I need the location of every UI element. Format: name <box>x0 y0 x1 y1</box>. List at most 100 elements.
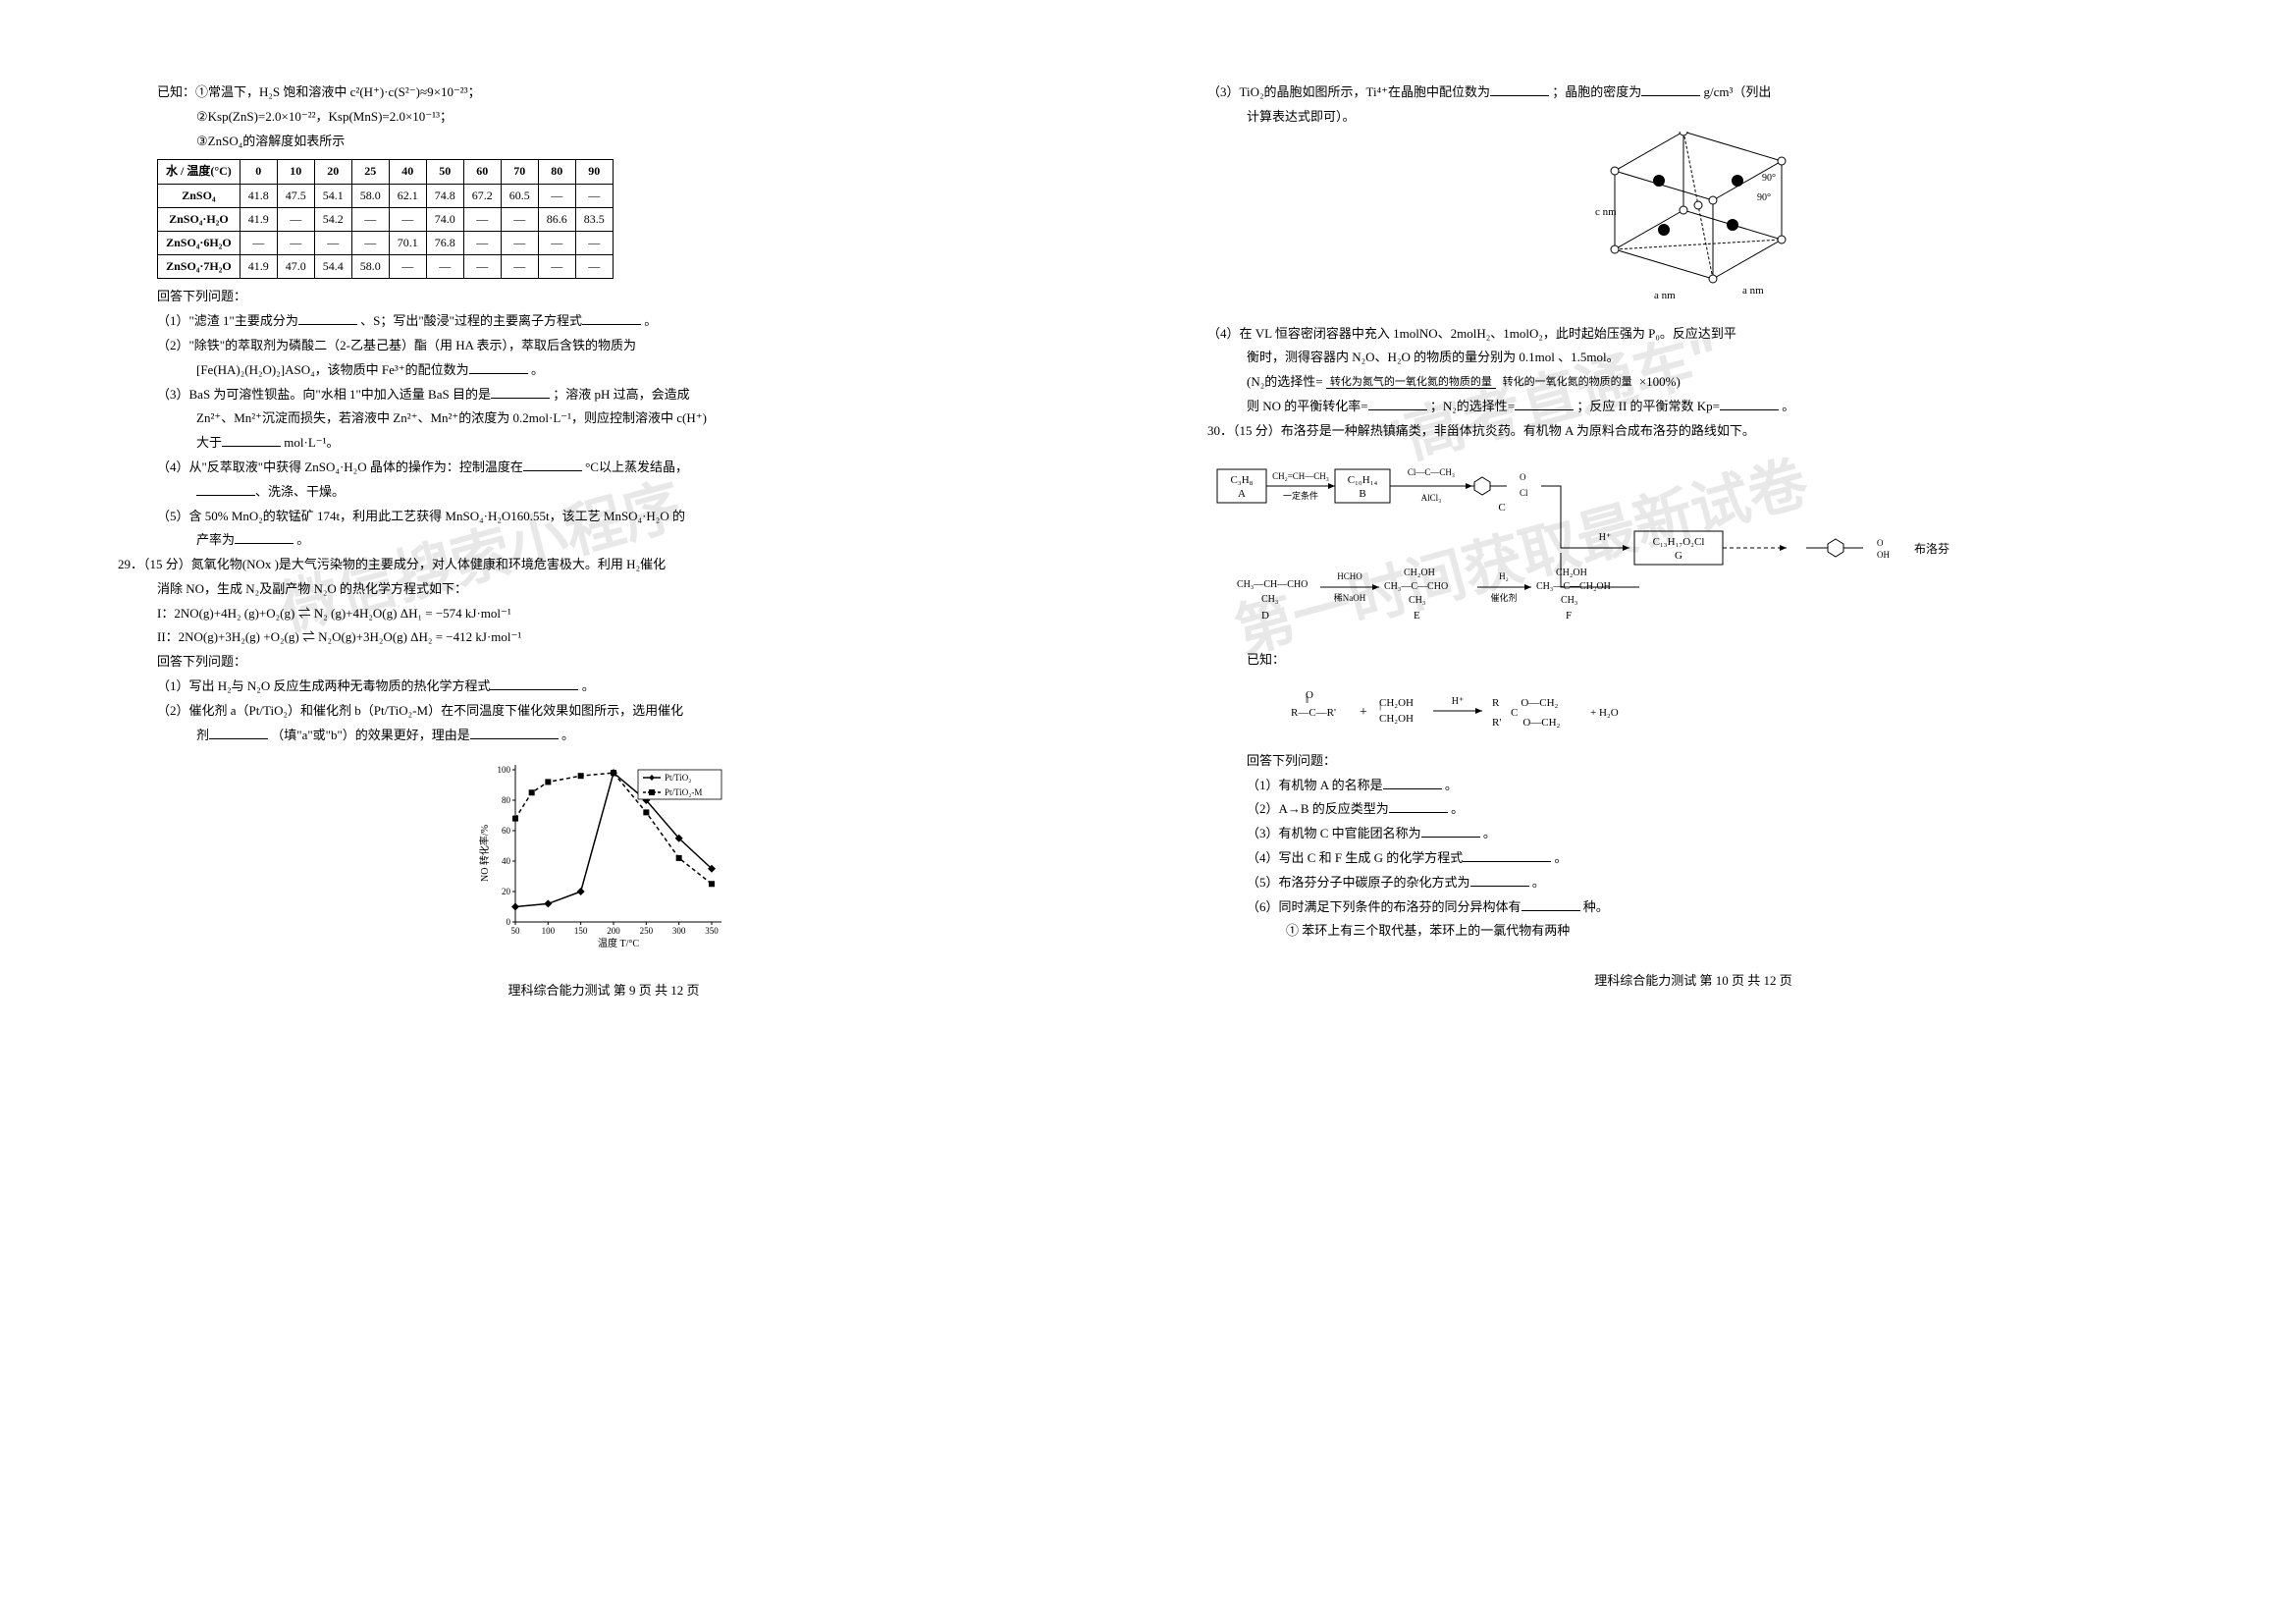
q4-line: 则 NO 的平衡转化率= ；N₂的选择性= ；反应 II 的平衡常数 Kp= 。 <box>1207 397 2179 417</box>
r5-text: （5）布洛芬分子中碳原子的杂化方式为 <box>1247 875 1470 890</box>
svg-text:CH₃: CH₃ <box>1261 594 1278 605</box>
r1: （1）有机物 A 的名称是 。 <box>1207 776 2179 796</box>
q3c: 大于 mol·L⁻¹。 <box>118 433 1090 454</box>
no-conversion-chart: 50100150200250300350 020406080100 NO 转化率… <box>476 755 731 951</box>
q2b-text: [Fe(HA)₂(H₂O)₂]ASO₄，该物质中 Fe³⁺的配位数为 <box>196 362 469 377</box>
r6: （6）同时满足下列条件的布洛芬的同分异构体有 种。 <box>1207 897 2179 918</box>
q3c-end: mol·L⁻¹。 <box>284 435 339 450</box>
svg-text:E: E <box>1414 610 1420 622</box>
q1-text: （1）"滤渣 1"主要成分为 <box>157 313 298 328</box>
q4-formula-end: ×100%) <box>1639 374 1681 389</box>
r5-end: 。 <box>1532 875 1545 890</box>
q4b: 、洗涤、干燥。 <box>118 482 1090 503</box>
q4a-text: （4）从"反萃取液"中获得 ZnSO₄·H₂O 晶体的操作为：控制温度在 <box>157 460 523 474</box>
svg-text:C₁₃H₁₇O₂Cl: C₁₃H₁₇O₂Cl <box>1653 536 1705 548</box>
q4-line-mid: ；N₂的选择性= <box>1430 399 1515 413</box>
svg-text:Pt/TiO₂-M: Pt/TiO₂-M <box>665 787 702 797</box>
svg-text:Cl: Cl <box>1520 488 1528 498</box>
r6-sub: ① 苯环上有三个取代基，苯环上的一氯代物有两种 <box>1207 921 2179 942</box>
q2b: [Fe(HA)₂(H₂O)₂]ASO₄，该物质中 Fe³⁺的配位数为 。 <box>118 360 1090 381</box>
r1-text: （1）有机物 A 的名称是 <box>1247 778 1383 792</box>
svg-text:CH₂OH: CH₂OH <box>1379 713 1414 725</box>
r3: （3）有机物 C 中官能团名称为 。 <box>1207 824 2179 844</box>
svg-text:G: G <box>1675 550 1682 562</box>
q2a: （2）"除铁"的萃取剂为磷酸二（2-乙基己基）酯（用 HA 表示），萃取后含铁的… <box>118 336 1090 356</box>
q3-line2: 计算表达式即可）。 <box>1207 107 2179 128</box>
svg-text:50: 50 <box>511 926 521 936</box>
svg-text:100: 100 <box>498 765 511 775</box>
svg-text:O: O <box>1520 472 1526 482</box>
q3-tio2: （3）TiO₂的晶胞如图所示，Ti⁴⁺在晶胞中配位数为 ；晶胞的密度为 g/cm… <box>1207 82 2179 103</box>
r5: （5）布洛芬分子中碳原子的杂化方式为 。 <box>1207 873 2179 893</box>
svg-text:R—C—R': R—C—R' <box>1291 707 1336 719</box>
svg-text:a nm: a nm <box>1654 290 1676 301</box>
svg-text:稀NaOH: 稀NaOH <box>1334 592 1366 603</box>
solubility-table: 水 / 温度(°C)0102025405060708090 ZnSO₄41.84… <box>157 159 614 279</box>
svg-text:CH₂=CH—CH₃: CH₂=CH—CH₃ <box>1272 471 1329 481</box>
q29-1: （1）写出 H₂与 N₂O 反应生成两种无毒物质的热化学方程式 。 <box>118 677 1090 697</box>
svg-text:A: A <box>1238 488 1246 500</box>
svg-text:NO 转化率/%: NO 转化率/% <box>478 825 491 882</box>
svg-text:0: 0 <box>507 917 511 927</box>
q29-2b-end: 。 <box>561 728 574 742</box>
svg-text:40: 40 <box>502 856 511 866</box>
svg-text:CH₂OH: CH₂OH <box>1384 568 1435 578</box>
page-9: 已知：①常温下，H₂S 饱和溶液中 c²(H⁺)·c(S²⁻)≈9×10⁻²³；… <box>79 59 1129 1025</box>
svg-text:C₃H₈: C₃H₈ <box>1231 474 1254 486</box>
answer-header: 回答下列问题： <box>118 287 1090 307</box>
svg-text:350: 350 <box>705 926 719 936</box>
q4-line-a: 则 NO 的平衡转化率= <box>1247 399 1368 413</box>
q29-2b-mid: （填"a"或"b"）的效果更好，理由是 <box>271 728 470 742</box>
svg-text:H⁺: H⁺ <box>1599 532 1612 543</box>
svg-text:OH: OH <box>1877 550 1890 560</box>
svg-text:CH₃—C—CHO: CH₃—C—CHO <box>1384 581 1448 592</box>
q4-formula-intro: (N₂的选择性= <box>1247 374 1323 389</box>
r2: （2）A→B 的反应类型为 。 <box>1207 799 2179 820</box>
q4a: （4）从"反萃取液"中获得 ZnSO₄·H₂O 晶体的操作为：控制温度在 °C以… <box>118 458 1090 478</box>
q3a: （3）BaS 为可溶性钡盐。向"水相 1"中加入适量 BaS 目的是 ；溶液 p… <box>118 385 1090 406</box>
svg-text:60: 60 <box>502 826 511 836</box>
svg-text:Cl—C—CH₃: Cl—C—CH₃ <box>1408 467 1455 477</box>
q29-eq1: I：2NO(g)+4H₂ (g)+O₂(g) ⇌ N₂ (g)+4H₂O(g) … <box>118 604 1090 624</box>
svg-text:200: 200 <box>607 926 620 936</box>
svg-text:20: 20 <box>502 887 511 896</box>
r6-end: 种。 <box>1583 899 1609 914</box>
footer-left: 理科综合能力测试 第 9 页 共 12 页 <box>118 981 1090 1001</box>
known-label: 已知： <box>1207 650 2179 671</box>
svg-text:Pt/TiO₂: Pt/TiO₂ <box>665 773 691 783</box>
svg-text:80: 80 <box>502 795 511 805</box>
r2-end: 。 <box>1451 801 1464 816</box>
q5b: 产率为 。 <box>118 530 1090 551</box>
svg-text:O: O <box>1877 538 1884 548</box>
q29-eq2: II：2NO(g)+3H₂(g) +O₂(g) ⇌ N₂O(g)+3H₂O(g)… <box>118 627 1090 648</box>
q1-end: 。 <box>644 313 657 328</box>
svg-text:250: 250 <box>640 926 654 936</box>
svg-text:一定条件: 一定条件 <box>1283 490 1318 501</box>
q3-tio2-mid: ；晶胞的密度为 <box>1552 84 1641 99</box>
svg-text:C₁₀H₁₄: C₁₀H₁₄ <box>1348 474 1378 486</box>
r4-text: （4）写出 C 和 F 生成 G 的化学方程式 <box>1247 850 1463 865</box>
svg-text:90°: 90° <box>1762 173 1776 184</box>
r2-text: （2）A→B 的反应类型为 <box>1247 801 1389 816</box>
q29-intro: 29．（15 分）氮氧化物(NOx )是大气污染物的主要成分，对人体健康和环境危… <box>118 555 1090 575</box>
q3b: Zn²⁺、Mn²⁺沉淀而损失，若溶液中 Zn²⁺、Mn²⁺的浓度为 0.2mol… <box>118 408 1090 429</box>
footer-right: 理科综合能力测试 第 10 页 共 12 页 <box>1207 971 2179 992</box>
svg-text:H⁺: H⁺ <box>1452 696 1465 707</box>
synthesis-route: C₃H₈ A CH₂=CH—CH₃ 一定条件 C₁₀H₁₄ B Cl—C—CH₃… <box>1207 450 2179 642</box>
q4a-end: °C以上蒸发结晶， <box>585 460 688 474</box>
svg-text:D: D <box>1261 610 1269 622</box>
q4-line-mid2: ；反应 II 的平衡常数 Kp= <box>1576 399 1720 413</box>
svg-text:300: 300 <box>672 926 686 936</box>
svg-text:CH₃: CH₃ <box>1561 595 1577 606</box>
q3c-text: 大于 <box>196 435 222 450</box>
q29-line2: 消除 NO，生成 N₂及副产物 N₂O 的热化学方程式如下： <box>118 579 1090 600</box>
svg-text:|: | <box>1379 699 1381 711</box>
q1: （1）"滤渣 1"主要成分为 、S；写出"酸浸"过程的主要离子方程式 。 <box>118 311 1090 332</box>
svg-text:a nm: a nm <box>1742 285 1764 297</box>
page-10: （3）TiO₂的晶胞如图所示，Ti⁴⁺在晶胞中配位数为 ；晶胞的密度为 g/cm… <box>1168 59 2218 1015</box>
q3-tio2-end: g/cm³（列出 <box>1704 84 1772 99</box>
svg-text:c nm: c nm <box>1595 206 1617 218</box>
q4b-text: 、洗涤、干燥。 <box>255 484 345 499</box>
known-equation: O ‖ R—C—R' + CH₂OH | CH₂OH H⁺ R O—CH₂ C … <box>1207 678 2179 743</box>
svg-text:150: 150 <box>574 926 588 936</box>
